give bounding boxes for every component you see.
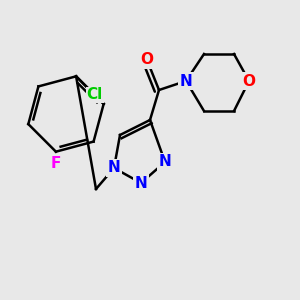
Text: F: F (51, 156, 61, 171)
Text: O: O (140, 52, 154, 68)
Text: N: N (180, 74, 192, 88)
Text: Cl: Cl (86, 87, 103, 102)
Text: N: N (135, 176, 147, 190)
Text: N: N (108, 160, 120, 175)
Text: N: N (159, 154, 171, 169)
Text: O: O (242, 74, 256, 88)
